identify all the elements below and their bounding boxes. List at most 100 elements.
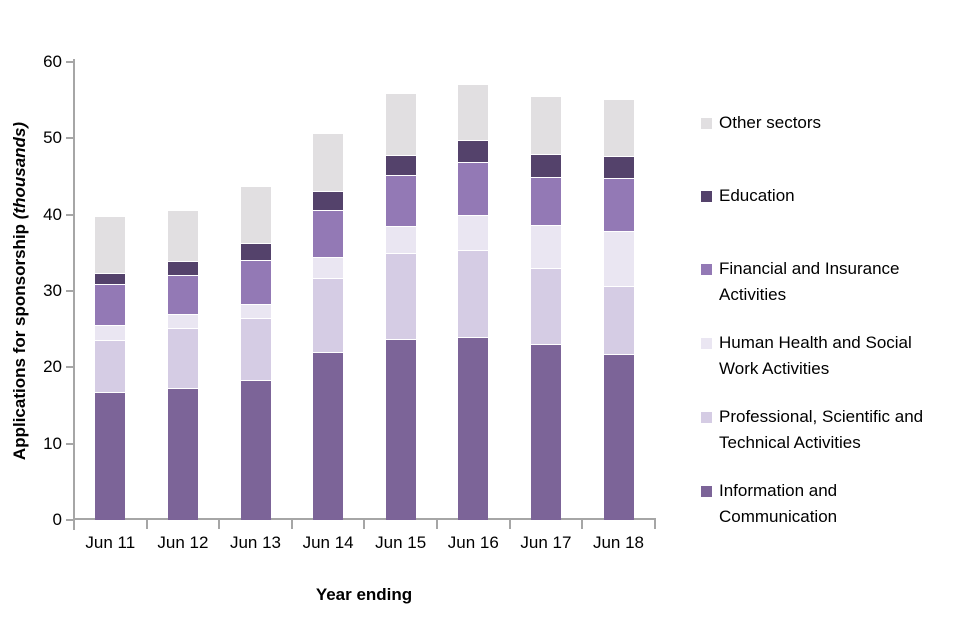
y-tick-label-50: 50	[43, 128, 62, 148]
segment-financial-and-insurance-activities	[313, 210, 344, 258]
legend-swatch-icon	[701, 191, 712, 202]
x-label-jun-12: Jun 12	[157, 533, 209, 552]
legend-swatch-icon	[701, 264, 712, 275]
x-tick-1	[145, 520, 148, 529]
segment-other-sectors	[603, 99, 634, 156]
legend-label: Education	[719, 186, 795, 205]
y-tick-label-20: 20	[43, 357, 62, 377]
x-tick-8	[653, 520, 656, 529]
segment-professional-scientific-and-technical-activities	[385, 252, 416, 340]
segment-professional-scientific-and-technical-activities	[603, 286, 634, 355]
segment-human-health-and-social-work-activities	[385, 226, 416, 253]
legend-item-professional-scientific-and-technical-activities: Professional, Scientific and Technical A…	[701, 404, 923, 456]
segment-human-health-and-social-work-activities	[313, 257, 344, 279]
segment-other-sectors	[167, 210, 198, 262]
segment-professional-scientific-and-technical-activities	[167, 328, 198, 388]
segment-information-and-communication	[240, 379, 271, 520]
legend-swatch-icon	[701, 118, 712, 129]
segment-education	[385, 155, 416, 175]
segment-information-and-communication	[530, 344, 561, 520]
segment-information-and-communication	[458, 336, 489, 520]
legend-item-human-health-and-social-work-activities: Human Health and Social Work Activities	[701, 330, 912, 382]
x-tick-6	[508, 520, 511, 529]
segment-information-and-communication	[385, 339, 416, 520]
segment-other-sectors	[458, 84, 489, 140]
y-tick-20	[66, 366, 74, 369]
segment-human-health-and-social-work-activities	[458, 214, 489, 250]
x-axis-title: Year ending	[315, 585, 413, 604]
x-label-jun-14: Jun 14	[302, 533, 354, 552]
segment-education	[530, 154, 561, 177]
segment-financial-and-insurance-activities	[95, 284, 126, 325]
legend-swatch-icon	[701, 412, 712, 423]
x-tick-4	[363, 520, 366, 529]
x-label-jun-15: Jun 15	[375, 533, 427, 552]
y-tick-label-10: 10	[43, 433, 62, 453]
segment-financial-and-insurance-activities	[385, 174, 416, 227]
x-axis-line	[73, 518, 656, 520]
segment-professional-scientific-and-technical-activities	[313, 278, 344, 353]
segment-information-and-communication	[95, 391, 126, 520]
segment-other-sectors	[95, 216, 126, 273]
legend-label: Other sectors	[719, 113, 822, 132]
x-tick-2	[218, 520, 221, 529]
legend-label: Professional, Scientific and Technical A…	[719, 407, 924, 452]
segment-other-sectors	[240, 186, 271, 243]
y-axis-title-text: Applications for sponsorship	[10, 223, 29, 461]
segment-education	[458, 139, 489, 162]
segment-education	[313, 191, 344, 211]
legend-item-financial-and-insurance-activities: Financial and Insurance Activities	[701, 256, 900, 308]
segment-education	[603, 155, 634, 179]
y-tick-60	[66, 61, 74, 64]
x-label-jun-16: Jun 16	[447, 533, 499, 552]
y-tick-40	[66, 213, 74, 216]
legend-label: Human Health and Social Work Activities	[719, 333, 912, 378]
segment-information-and-communication	[313, 352, 344, 520]
legend-item-education: Education	[701, 183, 795, 209]
segment-education	[95, 272, 126, 285]
segment-financial-and-insurance-activities	[603, 178, 634, 231]
segment-human-health-and-social-work-activities	[167, 313, 198, 329]
segment-other-sectors	[530, 96, 561, 155]
segment-financial-and-insurance-activities	[167, 274, 198, 314]
x-label-jun-11: Jun 11	[85, 533, 136, 552]
segment-human-health-and-social-work-activities	[95, 324, 126, 340]
legend-label: Financial and Insurance Activities	[719, 259, 900, 304]
x-label-jun-13: Jun 13	[229, 533, 282, 552]
x-tick-7	[581, 520, 584, 529]
legend-swatch-icon	[701, 338, 712, 349]
y-tick-30	[66, 290, 74, 292]
segment-information-and-communication	[603, 354, 634, 520]
segment-education	[240, 242, 271, 261]
legend-label: Information and Communication	[719, 481, 838, 526]
segment-education	[167, 261, 198, 275]
legend-item-information-and-communication: Information and Communication	[701, 478, 837, 530]
segment-professional-scientific-and-technical-activities	[458, 249, 489, 337]
x-label-jun-18: Jun 18	[592, 533, 645, 552]
segment-human-health-and-social-work-activities	[530, 225, 561, 269]
segment-other-sectors	[313, 133, 344, 191]
segment-human-health-and-social-work-activities	[240, 303, 271, 318]
segment-financial-and-insurance-activities	[458, 162, 489, 215]
segment-financial-and-insurance-activities	[530, 176, 561, 226]
x-tick-3	[290, 520, 293, 529]
legend: Other sectors Education Financial and Insu…	[701, 0, 953, 640]
y-tick-label-0: 0	[52, 510, 62, 529]
y-tick-label-30: 30	[43, 281, 62, 300]
segment-financial-and-insurance-activities	[240, 260, 271, 304]
segment-human-health-and-social-work-activities	[603, 230, 634, 287]
x-tick-5	[436, 520, 438, 529]
y-tick-50	[66, 137, 74, 140]
segment-information-and-communication	[167, 387, 198, 520]
y-tick-label-60: 60	[43, 52, 62, 72]
segment-professional-scientific-and-technical-activities	[95, 339, 126, 392]
y-axis-line	[73, 59, 75, 530]
y-tick-0	[66, 519, 74, 521]
segment-other-sectors	[385, 93, 416, 156]
y-tick-10	[66, 442, 74, 445]
legend-swatch-icon	[701, 486, 712, 497]
x-label-jun-17: Jun 17	[520, 533, 572, 552]
y-tick-label-40: 40	[43, 204, 62, 224]
segment-professional-scientific-and-technical-activities	[240, 317, 271, 380]
